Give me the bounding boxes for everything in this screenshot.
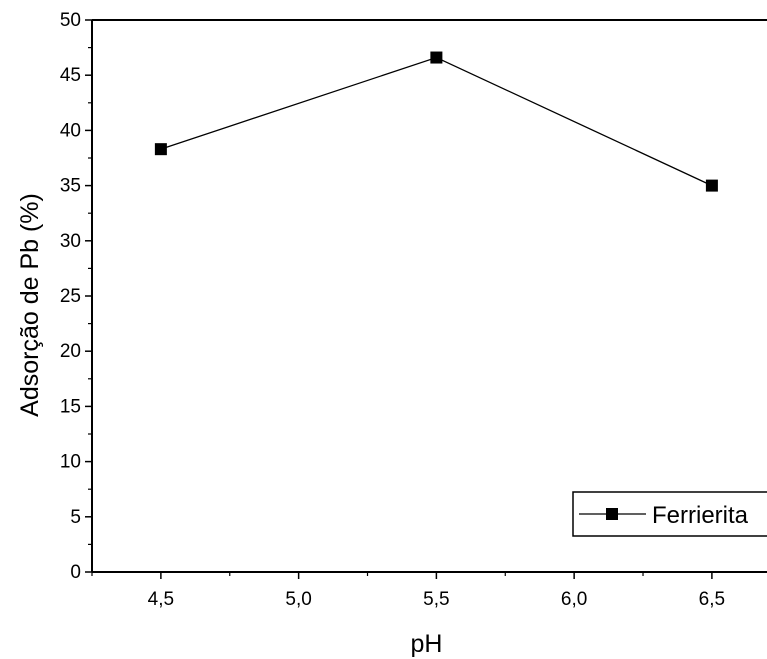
legend: Ferrierita [572,491,767,537]
axes [91,19,767,573]
y-tick-label-0: 0 [70,562,81,583]
data-point-0-1 [430,51,443,64]
y-tick-label-9: 45 [60,65,81,86]
series-group [154,51,718,192]
legend-label: Ferrierita [652,502,749,529]
y-axis-title: Adsorção de Pb (%) [16,193,44,417]
y-ticks: 0 5 10 15 20 25 30 35 40 45 50 [60,10,92,583]
x-tick-label-2: 5,5 [423,589,449,610]
data-point-0-2 [705,179,718,192]
legend-marker [606,508,618,520]
data-point-0-0 [154,143,167,156]
x-tick-label-4: 6,5 [699,589,725,610]
y-tick-label-10: 50 [60,10,81,31]
x-axis-title: pH [411,630,443,658]
y-tick-label-7: 35 [60,176,81,197]
y-tick-label-4: 20 [60,341,81,362]
x-tick-label-1: 5,0 [285,589,311,610]
x-ticks: 4,5 5,0 5,5 6,0 6,5 [91,572,725,610]
x-tick-label-3: 6,0 [561,589,587,610]
y-tick-label-6: 30 [60,231,81,252]
y-tick-label-1: 5 [70,507,81,528]
y-tick-label-5: 25 [60,286,81,307]
series-line-0 [160,56,713,187]
x-tick-label-0: 4,5 [148,589,174,610]
y-tick-label-8: 40 [60,120,81,141]
y-tick-label-3: 15 [60,396,81,417]
y-tick-label-2: 10 [60,452,81,473]
